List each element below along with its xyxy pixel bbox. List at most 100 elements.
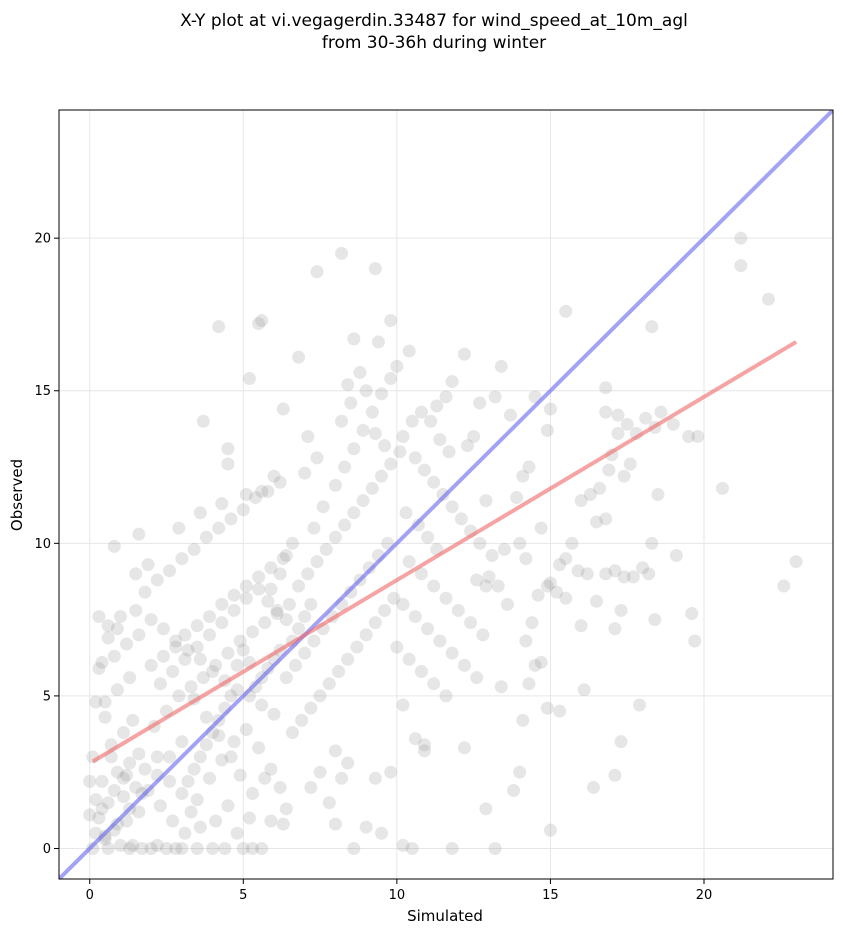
x-tick-label: 20 <box>696 888 713 903</box>
data-point <box>335 246 349 260</box>
data-point <box>95 774 109 788</box>
data-point <box>439 591 453 605</box>
data-point <box>328 817 342 831</box>
data-point <box>273 475 287 489</box>
data-point <box>464 616 478 630</box>
data-point <box>199 738 213 752</box>
data-point <box>384 457 398 471</box>
data-point <box>224 750 238 764</box>
data-point <box>494 359 508 373</box>
data-point <box>620 417 634 431</box>
data-point <box>298 646 312 660</box>
data-point <box>396 597 410 611</box>
data-point <box>279 671 293 685</box>
data-point <box>639 411 653 425</box>
data-point <box>209 814 223 828</box>
data-point <box>617 570 631 584</box>
data-point <box>258 771 272 785</box>
data-point <box>504 408 517 422</box>
regression-line <box>91 340 798 764</box>
data-point <box>163 564 177 578</box>
data-point <box>359 384 373 398</box>
data-point <box>193 652 207 666</box>
data-point <box>430 399 444 413</box>
data-point <box>298 466 312 480</box>
data-point <box>633 698 646 712</box>
data-point <box>648 613 662 627</box>
data-point <box>599 512 613 526</box>
data-point <box>255 698 269 712</box>
data-point <box>371 335 385 349</box>
data-point <box>175 735 189 749</box>
data-point <box>113 610 127 624</box>
data-point <box>347 442 361 456</box>
data-point <box>221 646 235 660</box>
data-point <box>362 561 376 575</box>
data-point <box>95 655 109 669</box>
data-point <box>531 588 545 602</box>
data-point <box>169 640 183 654</box>
data-point <box>378 439 392 453</box>
data-point <box>252 317 266 331</box>
x-tick-label: 10 <box>389 888 406 903</box>
data-point <box>623 457 637 471</box>
data-point <box>338 518 352 532</box>
data-point <box>113 838 127 852</box>
data-point <box>688 634 702 648</box>
data-point <box>411 518 425 532</box>
data-point <box>187 542 201 556</box>
data-point <box>500 597 514 611</box>
data-point <box>236 841 250 855</box>
data-point <box>439 390 453 404</box>
data-point <box>92 661 106 675</box>
data-point <box>365 405 379 419</box>
data-point <box>304 780 318 794</box>
data-point <box>359 820 373 834</box>
data-point <box>427 677 441 691</box>
data-point <box>390 640 404 654</box>
data-point <box>126 838 140 852</box>
data-point <box>301 567 315 581</box>
data-point <box>442 445 456 459</box>
data-point <box>172 521 186 535</box>
data-point <box>378 603 392 617</box>
data-point <box>654 405 668 419</box>
data-point <box>571 564 585 578</box>
data-point <box>285 536 299 550</box>
data-point <box>414 405 428 419</box>
data-point <box>418 744 431 758</box>
data-point <box>636 561 650 575</box>
data-point <box>261 661 275 675</box>
data-point <box>132 527 146 541</box>
data-point <box>215 597 229 611</box>
data-point <box>421 622 435 636</box>
data-point <box>270 603 284 617</box>
data-point <box>144 658 158 672</box>
data-point <box>399 506 413 520</box>
data-point <box>307 634 321 648</box>
data-point <box>341 652 355 666</box>
data-point <box>98 710 112 724</box>
data-point <box>212 729 226 743</box>
data-point <box>414 567 428 581</box>
data-point <box>89 793 103 807</box>
data-point <box>479 579 493 593</box>
data-point <box>599 405 613 419</box>
data-point <box>525 616 539 630</box>
data-point <box>328 744 342 758</box>
data-point <box>433 433 447 447</box>
data-point <box>239 488 253 501</box>
x-tick-label: 0 <box>86 888 94 903</box>
data-point <box>614 735 628 749</box>
data-point <box>144 841 158 855</box>
data-point <box>187 762 201 776</box>
data-point <box>396 430 410 444</box>
data-point <box>559 304 573 318</box>
data-point <box>617 469 631 483</box>
data-point <box>332 664 345 678</box>
data-point <box>602 463 616 477</box>
data-point <box>599 381 613 395</box>
data-point <box>279 613 293 627</box>
data-point <box>375 469 388 483</box>
data-point <box>239 591 253 605</box>
